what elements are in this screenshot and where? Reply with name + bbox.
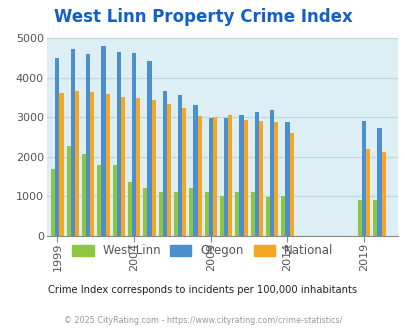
Bar (212, 117, 216, 236)
Bar (112, 165, 116, 236)
Bar (193, 105, 197, 236)
Bar (381, 151, 385, 236)
Bar (82, 153, 86, 236)
Bar (204, 192, 208, 236)
Text: West Linn Property Crime Index: West Linn Property Crime Index (53, 8, 352, 26)
Bar (197, 116, 201, 236)
Bar (97, 165, 101, 236)
Bar (372, 200, 377, 236)
Bar (269, 110, 273, 236)
Bar (182, 108, 186, 236)
Bar (101, 46, 105, 236)
Bar (243, 120, 247, 236)
Bar (132, 53, 136, 236)
Bar (158, 192, 162, 236)
Text: © 2025 CityRating.com - https://www.cityrating.com/crime-statistics/: © 2025 CityRating.com - https://www.city… (64, 316, 341, 325)
Bar (258, 121, 262, 236)
Bar (281, 196, 285, 236)
Bar (162, 91, 166, 236)
Bar (60, 93, 64, 236)
Bar (289, 133, 293, 236)
Bar (66, 146, 70, 236)
Bar (116, 52, 121, 236)
Bar (357, 200, 361, 236)
Text: Crime Index corresponds to incidents per 100,000 inhabitants: Crime Index corresponds to incidents per… (48, 285, 357, 295)
Bar (86, 54, 90, 236)
Bar (143, 188, 147, 236)
Bar (265, 197, 269, 236)
Bar (208, 118, 212, 236)
Bar (285, 122, 289, 236)
Bar (70, 49, 75, 236)
Bar (51, 169, 55, 236)
Bar (55, 58, 60, 236)
Bar (254, 113, 258, 236)
Bar (151, 100, 155, 236)
Bar (361, 121, 365, 236)
Bar (173, 192, 178, 236)
Bar (121, 97, 125, 236)
Bar (136, 98, 140, 236)
Bar (377, 128, 381, 236)
Bar (189, 188, 193, 236)
Bar (128, 182, 132, 236)
Bar (75, 91, 79, 236)
Bar (220, 196, 224, 236)
Bar (166, 104, 171, 236)
Legend: West Linn, Oregon, National: West Linn, Oregon, National (70, 242, 335, 260)
Bar (234, 192, 239, 236)
Bar (105, 94, 109, 236)
Bar (250, 192, 254, 236)
Bar (224, 117, 228, 236)
Bar (365, 149, 369, 236)
Bar (178, 95, 182, 236)
Bar (228, 115, 232, 236)
Bar (147, 61, 151, 236)
Bar (273, 122, 278, 236)
Bar (239, 115, 243, 236)
Bar (90, 92, 94, 236)
